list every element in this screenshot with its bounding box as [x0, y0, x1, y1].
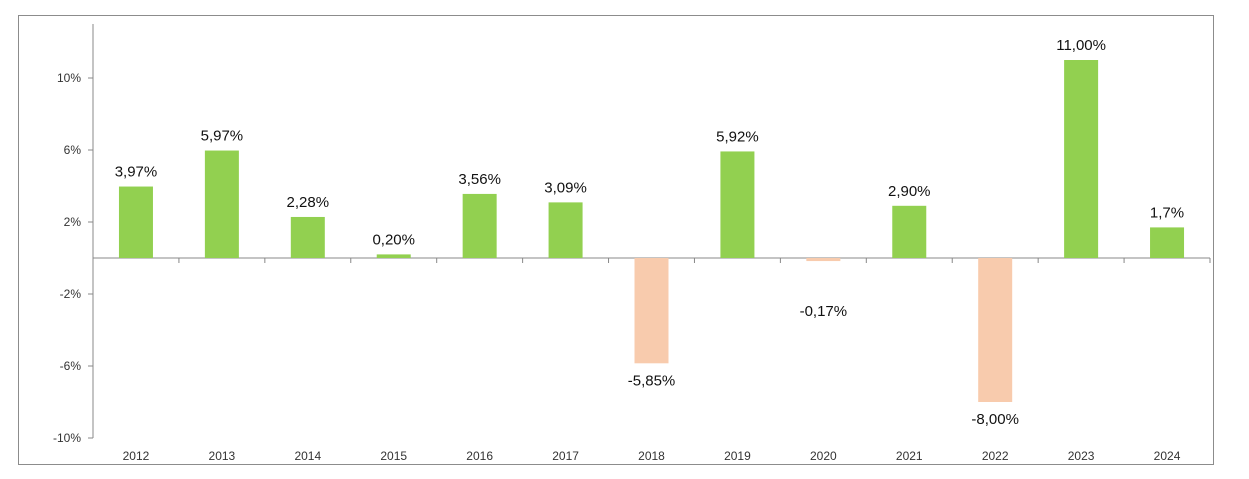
data-label: 2,28%: [287, 194, 330, 211]
bar: [376, 254, 411, 258]
x-tick-label: 2018: [638, 449, 665, 463]
x-tick-label: 2012: [123, 449, 150, 463]
data-label: 11,00%: [1056, 37, 1106, 54]
x-tick-label: 2015: [380, 449, 407, 463]
bar: [892, 205, 927, 258]
x-tick-label: 2016: [466, 449, 493, 463]
data-label: 3,56%: [458, 171, 501, 188]
x-tick-label: 2017: [552, 449, 579, 463]
y-tick-label: 10%: [57, 71, 81, 85]
bar: [462, 193, 497, 258]
x-tick-label: 2022: [982, 449, 1009, 463]
x-tick-label: 2019: [724, 449, 751, 463]
x-tick-label: 2023: [1068, 449, 1095, 463]
data-label: 3,97%: [115, 164, 158, 181]
data-label: -0,17%: [800, 303, 848, 320]
bars: [118, 60, 1185, 402]
x-tick-label: 2013: [209, 449, 236, 463]
x-tick-label: 2021: [896, 449, 923, 463]
data-label: 3,09%: [544, 179, 587, 196]
bar: [1150, 227, 1185, 258]
y-tick-label: -2%: [60, 287, 82, 301]
bar: [548, 202, 583, 258]
bar: [1064, 60, 1099, 258]
bar: [634, 258, 669, 364]
y-tick-label: 6%: [64, 143, 82, 157]
bar: [118, 186, 153, 258]
bar: [204, 150, 239, 258]
bar: [806, 258, 841, 262]
y-tick-label: 2%: [64, 215, 82, 229]
y-tick-label: -6%: [60, 359, 82, 373]
data-label: 2,90%: [888, 183, 931, 200]
bar: [720, 151, 755, 258]
y-tick-label: -10%: [53, 431, 81, 445]
x-axis-labels: 2012 2013 2014 2015 2016 2017 2018 2019 2020 2021…: [123, 449, 1181, 463]
x-tick-label: 2020: [810, 449, 837, 463]
data-labels: 3,97% 5,97% 2,28% 0,20% 3,56% 3,09% -5,85% 5,92…: [115, 37, 1184, 428]
bar: [290, 216, 325, 258]
data-label: 5,92%: [716, 128, 759, 145]
y-axis-ticks: 10% 6% 2% -2% -6% -10%: [53, 71, 93, 445]
bar: [978, 258, 1013, 402]
data-label: -5,85%: [628, 372, 676, 389]
data-label: 1,7%: [1150, 204, 1184, 221]
data-label: 5,97%: [201, 128, 244, 145]
data-label: -8,00%: [971, 411, 1019, 428]
data-label: 0,20%: [372, 231, 415, 248]
x-tick-label: 2014: [294, 449, 321, 463]
x-tick-label: 2024: [1154, 449, 1181, 463]
